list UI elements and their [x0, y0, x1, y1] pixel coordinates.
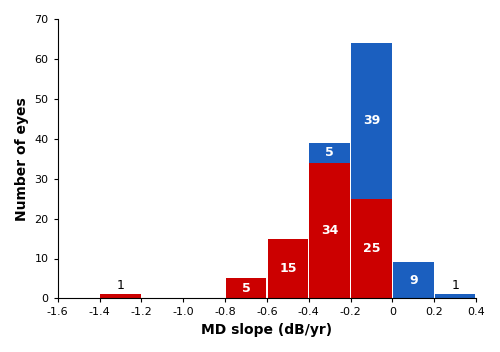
Bar	[310, 143, 350, 163]
Text: 1: 1	[452, 279, 459, 293]
X-axis label: MD slope (dB/yr): MD slope (dB/yr)	[202, 323, 332, 337]
Bar	[435, 294, 476, 298]
Bar	[351, 43, 392, 199]
Text: 5: 5	[242, 282, 250, 295]
Bar	[100, 294, 141, 298]
Text: 9: 9	[409, 274, 418, 287]
Text: 39: 39	[363, 114, 380, 127]
Bar	[310, 163, 350, 298]
Bar	[351, 199, 392, 298]
Bar	[268, 239, 308, 298]
Text: 25: 25	[363, 242, 380, 255]
Text: 1: 1	[116, 279, 124, 293]
Text: 15: 15	[279, 262, 296, 275]
Text: 34: 34	[321, 224, 338, 237]
Text: 5: 5	[326, 146, 334, 159]
Y-axis label: Number of eyes: Number of eyes	[15, 97, 29, 221]
Bar	[226, 278, 266, 298]
Bar	[393, 263, 434, 298]
